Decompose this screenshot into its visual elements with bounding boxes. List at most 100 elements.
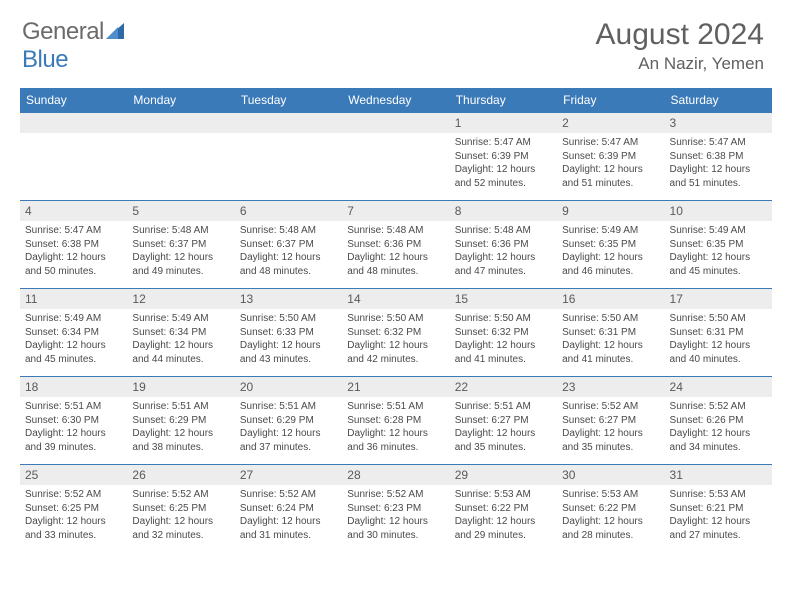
day-number <box>20 113 127 133</box>
day-number: 21 <box>342 377 449 397</box>
day-number: 12 <box>127 289 234 309</box>
day-info: Sunrise: 5:51 AMSunset: 6:29 PMDaylight:… <box>235 397 342 456</box>
day-number: 31 <box>665 465 772 485</box>
day-info: Sunrise: 5:52 AMSunset: 6:25 PMDaylight:… <box>127 485 234 544</box>
month-title: August 2024 <box>596 18 764 52</box>
day-info: Sunrise: 5:53 AMSunset: 6:22 PMDaylight:… <box>450 485 557 544</box>
title-block: August 2024 An Nazir, Yemen <box>596 18 764 74</box>
day-info: Sunrise: 5:48 AMSunset: 6:36 PMDaylight:… <box>450 221 557 280</box>
day-info: Sunrise: 5:51 AMSunset: 6:27 PMDaylight:… <box>450 397 557 456</box>
day-cell: 24Sunrise: 5:52 AMSunset: 6:26 PMDayligh… <box>665 377 772 465</box>
day-info: Sunrise: 5:52 AMSunset: 6:27 PMDaylight:… <box>557 397 664 456</box>
day-info: Sunrise: 5:50 AMSunset: 6:32 PMDaylight:… <box>342 309 449 368</box>
day-header: Sunday <box>20 88 127 113</box>
day-cell: 30Sunrise: 5:53 AMSunset: 6:22 PMDayligh… <box>557 465 664 553</box>
week-row: 11Sunrise: 5:49 AMSunset: 6:34 PMDayligh… <box>20 289 772 377</box>
day-header: Tuesday <box>235 88 342 113</box>
day-cell: 14Sunrise: 5:50 AMSunset: 6:32 PMDayligh… <box>342 289 449 377</box>
header: GeneralBlue August 2024 An Nazir, Yemen <box>0 0 792 80</box>
day-number: 22 <box>450 377 557 397</box>
day-info: Sunrise: 5:48 AMSunset: 6:36 PMDaylight:… <box>342 221 449 280</box>
day-number: 17 <box>665 289 772 309</box>
day-cell: 3Sunrise: 5:47 AMSunset: 6:38 PMDaylight… <box>665 113 772 201</box>
calendar-body: 1Sunrise: 5:47 AMSunset: 6:39 PMDaylight… <box>20 113 772 553</box>
day-cell: 17Sunrise: 5:50 AMSunset: 6:31 PMDayligh… <box>665 289 772 377</box>
day-info: Sunrise: 5:49 AMSunset: 6:34 PMDaylight:… <box>127 309 234 368</box>
day-info: Sunrise: 5:52 AMSunset: 6:24 PMDaylight:… <box>235 485 342 544</box>
day-header: Friday <box>557 88 664 113</box>
day-number: 11 <box>20 289 127 309</box>
day-info: Sunrise: 5:50 AMSunset: 6:33 PMDaylight:… <box>235 309 342 368</box>
day-number: 14 <box>342 289 449 309</box>
day-cell: 31Sunrise: 5:53 AMSunset: 6:21 PMDayligh… <box>665 465 772 553</box>
day-cell: 12Sunrise: 5:49 AMSunset: 6:34 PMDayligh… <box>127 289 234 377</box>
day-info: Sunrise: 5:52 AMSunset: 6:25 PMDaylight:… <box>20 485 127 544</box>
day-number: 23 <box>557 377 664 397</box>
day-number: 10 <box>665 201 772 221</box>
day-header: Thursday <box>450 88 557 113</box>
day-number: 6 <box>235 201 342 221</box>
day-number: 3 <box>665 113 772 133</box>
day-number: 7 <box>342 201 449 221</box>
day-cell <box>342 113 449 201</box>
day-info: Sunrise: 5:47 AMSunset: 6:39 PMDaylight:… <box>557 133 664 192</box>
day-info: Sunrise: 5:51 AMSunset: 6:30 PMDaylight:… <box>20 397 127 456</box>
day-number <box>342 113 449 133</box>
day-header: Saturday <box>665 88 772 113</box>
day-info: Sunrise: 5:50 AMSunset: 6:31 PMDaylight:… <box>557 309 664 368</box>
day-info: Sunrise: 5:48 AMSunset: 6:37 PMDaylight:… <box>127 221 234 280</box>
day-cell: 6Sunrise: 5:48 AMSunset: 6:37 PMDaylight… <box>235 201 342 289</box>
day-cell: 11Sunrise: 5:49 AMSunset: 6:34 PMDayligh… <box>20 289 127 377</box>
week-row: 1Sunrise: 5:47 AMSunset: 6:39 PMDaylight… <box>20 113 772 201</box>
day-cell: 22Sunrise: 5:51 AMSunset: 6:27 PMDayligh… <box>450 377 557 465</box>
day-cell: 2Sunrise: 5:47 AMSunset: 6:39 PMDaylight… <box>557 113 664 201</box>
day-number: 26 <box>127 465 234 485</box>
day-number: 4 <box>20 201 127 221</box>
day-cell: 8Sunrise: 5:48 AMSunset: 6:36 PMDaylight… <box>450 201 557 289</box>
day-number: 15 <box>450 289 557 309</box>
day-number: 30 <box>557 465 664 485</box>
day-cell: 27Sunrise: 5:52 AMSunset: 6:24 PMDayligh… <box>235 465 342 553</box>
day-cell: 10Sunrise: 5:49 AMSunset: 6:35 PMDayligh… <box>665 201 772 289</box>
day-cell <box>20 113 127 201</box>
day-cell: 20Sunrise: 5:51 AMSunset: 6:29 PMDayligh… <box>235 377 342 465</box>
day-cell: 21Sunrise: 5:51 AMSunset: 6:28 PMDayligh… <box>342 377 449 465</box>
day-cell: 28Sunrise: 5:52 AMSunset: 6:23 PMDayligh… <box>342 465 449 553</box>
day-number: 24 <box>665 377 772 397</box>
day-cell: 25Sunrise: 5:52 AMSunset: 6:25 PMDayligh… <box>20 465 127 553</box>
day-number: 1 <box>450 113 557 133</box>
day-info: Sunrise: 5:47 AMSunset: 6:39 PMDaylight:… <box>450 133 557 192</box>
day-number: 19 <box>127 377 234 397</box>
day-cell: 4Sunrise: 5:47 AMSunset: 6:38 PMDaylight… <box>20 201 127 289</box>
day-info: Sunrise: 5:51 AMSunset: 6:28 PMDaylight:… <box>342 397 449 456</box>
brand-text-gray: General <box>22 18 104 45</box>
week-row: 18Sunrise: 5:51 AMSunset: 6:30 PMDayligh… <box>20 377 772 465</box>
day-info: Sunrise: 5:53 AMSunset: 6:22 PMDaylight:… <box>557 485 664 544</box>
day-info: Sunrise: 5:47 AMSunset: 6:38 PMDaylight:… <box>20 221 127 280</box>
day-number: 25 <box>20 465 127 485</box>
day-info: Sunrise: 5:52 AMSunset: 6:26 PMDaylight:… <box>665 397 772 456</box>
day-number: 13 <box>235 289 342 309</box>
day-info: Sunrise: 5:50 AMSunset: 6:32 PMDaylight:… <box>450 309 557 368</box>
day-info: Sunrise: 5:53 AMSunset: 6:21 PMDaylight:… <box>665 485 772 544</box>
day-info: Sunrise: 5:49 AMSunset: 6:34 PMDaylight:… <box>20 309 127 368</box>
day-number: 5 <box>127 201 234 221</box>
day-cell: 23Sunrise: 5:52 AMSunset: 6:27 PMDayligh… <box>557 377 664 465</box>
day-number: 8 <box>450 201 557 221</box>
day-info: Sunrise: 5:47 AMSunset: 6:38 PMDaylight:… <box>665 133 772 192</box>
day-cell: 1Sunrise: 5:47 AMSunset: 6:39 PMDaylight… <box>450 113 557 201</box>
day-cell: 5Sunrise: 5:48 AMSunset: 6:37 PMDaylight… <box>127 201 234 289</box>
calendar-table: SundayMondayTuesdayWednesdayThursdayFrid… <box>20 88 772 553</box>
day-cell: 13Sunrise: 5:50 AMSunset: 6:33 PMDayligh… <box>235 289 342 377</box>
day-number: 27 <box>235 465 342 485</box>
brand-sail-icon <box>106 18 126 46</box>
day-info: Sunrise: 5:52 AMSunset: 6:23 PMDaylight:… <box>342 485 449 544</box>
day-cell <box>235 113 342 201</box>
day-number: 9 <box>557 201 664 221</box>
day-number <box>127 113 234 133</box>
week-row: 25Sunrise: 5:52 AMSunset: 6:25 PMDayligh… <box>20 465 772 553</box>
day-cell: 18Sunrise: 5:51 AMSunset: 6:30 PMDayligh… <box>20 377 127 465</box>
day-info: Sunrise: 5:49 AMSunset: 6:35 PMDaylight:… <box>665 221 772 280</box>
day-header-row: SundayMondayTuesdayWednesdayThursdayFrid… <box>20 88 772 113</box>
day-number <box>235 113 342 133</box>
